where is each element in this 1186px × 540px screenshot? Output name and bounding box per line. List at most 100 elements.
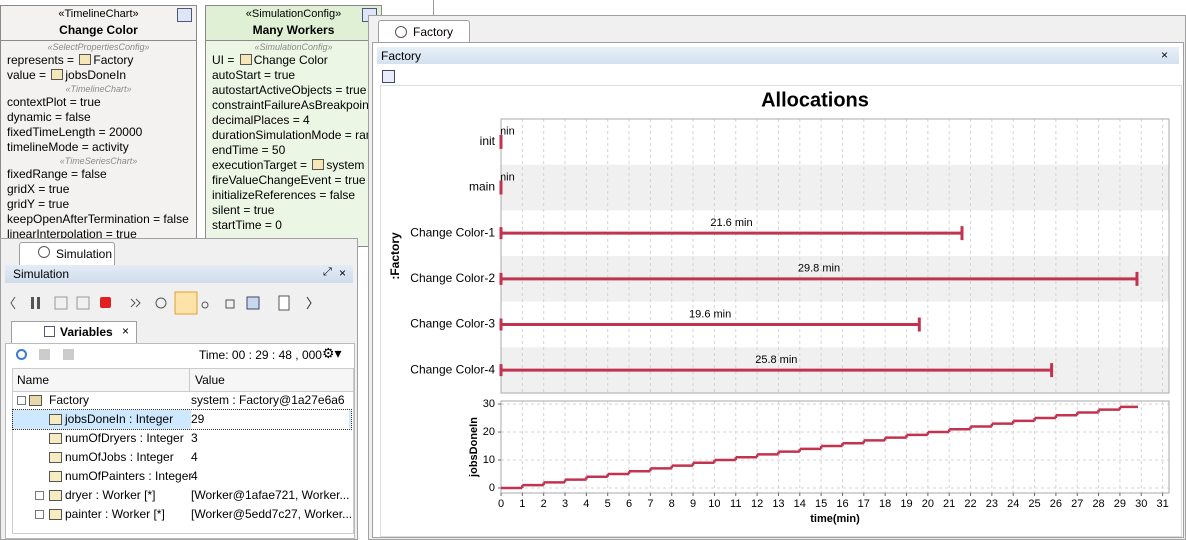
- value-label: 21.6 min: [710, 217, 752, 229]
- toolbar: [10, 291, 312, 315]
- variable-name: numOfDryers : Integer: [65, 431, 184, 445]
- table-row[interactable]: dryer : Worker [*] [Worker@1afae721, Work…: [13, 486, 351, 505]
- back-button[interactable]: [10, 296, 16, 310]
- expand-toggle[interactable]: [35, 491, 44, 500]
- property: linearInterpolation = true: [7, 227, 137, 241]
- property-icon: [312, 159, 325, 170]
- x-tick-label: 26: [1050, 498, 1062, 510]
- x-tick-label: 20: [922, 498, 934, 510]
- section-stereotype: «TimeSeriesChart»: [59, 156, 138, 166]
- property-value: jobsDoneIn: [65, 68, 127, 82]
- x-tick-label: 12: [751, 498, 763, 510]
- row-icon: [29, 395, 42, 406]
- variable-value: 3: [191, 431, 198, 445]
- allocation-bar: [499, 363, 1054, 378]
- property-key: represents =: [7, 53, 78, 67]
- property: contextPlot = true: [7, 95, 101, 109]
- close-button[interactable]: ×: [339, 266, 347, 280]
- chart: Allocations:FactoryinitminmainminChange …: [380, 85, 1182, 537]
- title-bar: Factory ×: [377, 47, 1179, 64]
- property: initializeReferences = false: [212, 188, 356, 202]
- x-tick-label: 19: [900, 498, 912, 510]
- allocation-bar: [499, 317, 921, 332]
- trace-button[interactable]: [174, 291, 198, 315]
- lock-button[interactable]: [225, 299, 235, 309]
- section-stereotype: «SelectPropertiesConfig»: [47, 42, 150, 52]
- x-tick-label: 27: [1071, 498, 1083, 510]
- value-label: min: [497, 171, 515, 183]
- property: constraintFailureAsBreakpoint: [212, 98, 373, 112]
- property: durationSimulationMode = ran: [212, 128, 373, 142]
- value-label: 19.6 min: [689, 308, 731, 320]
- expand-toggle[interactable]: [35, 510, 44, 519]
- collapse-button[interactable]: [39, 349, 50, 360]
- x-tick-label: 25: [1028, 498, 1040, 510]
- export-button[interactable]: [382, 70, 395, 83]
- y-tick-label: 0: [489, 482, 495, 494]
- y-axis-label: jobsDoneIn: [468, 417, 480, 478]
- x-tick-label: 11: [730, 498, 741, 510]
- variables-view: Time: 00 : 29 : 48 , 000 ⚙▾ Name Value Fac…: [5, 343, 355, 539]
- restore-button[interactable]: ⤢: [323, 266, 332, 278]
- tab-label: Variables: [60, 325, 113, 339]
- variable-value: system : Factory@1a27e6a6: [191, 393, 345, 407]
- variables-tab[interactable]: Variables ×: [11, 321, 137, 344]
- allocation-bar: [499, 226, 964, 241]
- property: startTime = 0: [212, 218, 282, 232]
- plot-frame: [500, 400, 1170, 494]
- property-key: UI =: [212, 53, 238, 67]
- expand-button[interactable]: [63, 349, 74, 360]
- variables-table: Name Value Factory system : Factory@1a27e6a…: [12, 368, 354, 534]
- variable-name: numOfPainters : Integer: [65, 469, 193, 483]
- property: executionTarget = system: [206, 158, 381, 173]
- x-tick-label: 23: [986, 498, 998, 510]
- export-button[interactable]: [246, 296, 260, 310]
- tab-label: Simulation: [56, 247, 113, 261]
- simulation-panel: Simulation Simulation ⤢ × Variables × Ti…: [0, 238, 358, 540]
- table-row[interactable]: painter : Worker [*] [Worker@5edd7c27, Wo…: [13, 505, 352, 524]
- property: dynamic = false: [7, 110, 91, 124]
- x-tick-label: 21: [943, 498, 955, 510]
- x-tick-label: 4: [583, 498, 589, 510]
- pause-button[interactable]: [31, 297, 34, 309]
- variable-value: [Worker@1afae721, Worker...: [191, 488, 350, 502]
- tab-icon: [44, 326, 55, 337]
- forward-button[interactable]: [306, 296, 312, 310]
- table-row[interactable]: numOfPainters : Integer 4: [13, 467, 351, 486]
- property: silent = true: [212, 203, 275, 217]
- table-row[interactable]: jobsDoneIn : Integer 29: [12, 409, 352, 430]
- close-button[interactable]: ×: [1161, 48, 1169, 62]
- log-button[interactable]: [278, 295, 290, 311]
- title-bar: Simulation ⤢ ×: [5, 265, 353, 283]
- breakpoint-button[interactable]: [201, 301, 209, 309]
- table-row[interactable]: numOfDryers : Integer 3: [13, 429, 351, 448]
- category-label: Change Color-1: [410, 225, 495, 239]
- factory-tab[interactable]: Factory: [378, 20, 470, 43]
- property-value: Change Color: [253, 53, 328, 67]
- x-tick-label: 31: [1156, 498, 1168, 510]
- run-button[interactable]: [130, 298, 141, 308]
- step-button[interactable]: [54, 296, 68, 310]
- variable-name: dryer : Worker [*]: [65, 488, 156, 502]
- section-stereotype: «SimulationConfig»: [254, 42, 333, 52]
- step-button-2[interactable]: [76, 296, 90, 310]
- stop-button[interactable]: [100, 297, 111, 308]
- property-key: value =: [7, 68, 50, 82]
- simulation-tab[interactable]: Simulation: [19, 242, 115, 265]
- x-tick-label: 28: [1092, 498, 1104, 510]
- category-label: Change Color-4: [410, 362, 495, 376]
- property-icon: [239, 54, 252, 65]
- animate-button[interactable]: [155, 297, 167, 309]
- table-row[interactable]: numOfJobs : Integer 4: [13, 448, 351, 467]
- simulation-config-block[interactable]: «SimulationConfig» Many Workers «Simulatio…: [205, 5, 382, 247]
- x-tick-label: 18: [879, 498, 891, 510]
- expand-toggle[interactable]: [17, 396, 26, 405]
- settings-button[interactable]: ⚙▾: [322, 345, 342, 361]
- section-stereotype: «TimelineChart»: [65, 84, 132, 94]
- timeline-chart-block[interactable]: «TimelineChart» Change Color «SelectProper…: [0, 5, 197, 247]
- x-tick-label: 29: [1114, 498, 1126, 510]
- close-button[interactable]: ×: [122, 324, 130, 338]
- table-row[interactable]: Factory system : Factory@1a27e6a6: [13, 391, 351, 410]
- refresh-button[interactable]: [16, 349, 27, 360]
- x-axis-label: time(min): [810, 513, 860, 525]
